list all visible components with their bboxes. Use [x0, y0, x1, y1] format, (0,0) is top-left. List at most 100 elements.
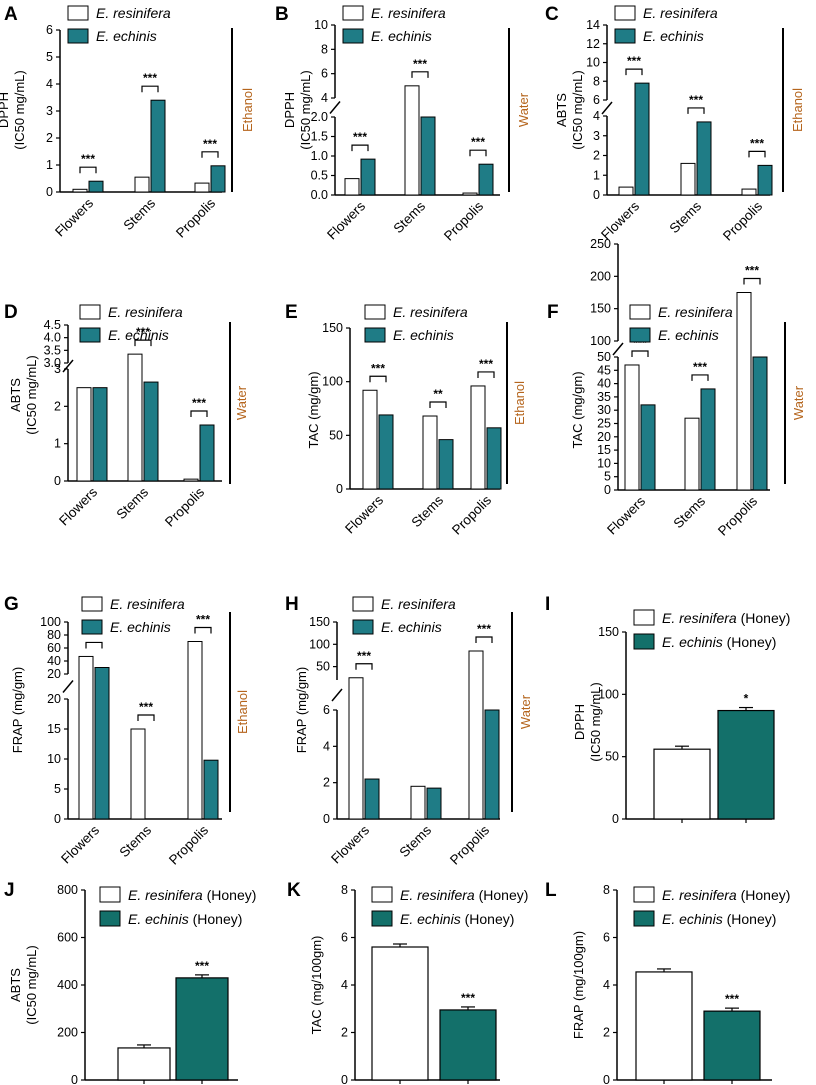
- significance-label: ***: [725, 992, 739, 1006]
- bar-echinis-propolis: [752, 356, 768, 491]
- axis-break-mark: [62, 359, 74, 373]
- legend-label: E. echinis: [643, 28, 704, 44]
- legend-label: E. resinifera: [381, 596, 456, 612]
- significance-bracket: [190, 410, 208, 417]
- bar-echinis-flowers: [88, 180, 104, 193]
- significance-bracket: [141, 85, 159, 93]
- y-tick-label: 40: [597, 377, 611, 391]
- y-axis-label: TAC (mg/gm): [570, 371, 585, 448]
- solvent-label: Ethanol: [512, 381, 527, 425]
- chart-panel-j: J 0 200 400 600 800 ABTS(IC50 mg/mL) *** E. resi…: [4, 880, 256, 1085]
- significance-bracket: [631, 350, 649, 357]
- legend-species: E. echinis: [128, 911, 189, 927]
- bar-resinifera-honey: [635, 971, 693, 1081]
- y-tick-label: 10: [47, 752, 61, 766]
- significance-label: ***: [143, 71, 157, 85]
- y-tick-label: 25: [597, 417, 611, 431]
- bar-echinis-flowers: [364, 778, 380, 820]
- legend-label: E. resinifera (Honey): [400, 887, 528, 903]
- x-category-label: Flowers: [324, 198, 368, 242]
- legend-swatch: [371, 886, 393, 903]
- legend-label: E. echinis: [110, 619, 171, 635]
- bar-resinifera-propolis: [736, 292, 752, 491]
- bar-echinis-flowers: [378, 414, 394, 490]
- legend-swatch: [364, 327, 386, 343]
- y-tick-label: 4.5: [44, 318, 61, 332]
- y-axis-label: DPPH(IC50 mg/mL): [572, 682, 603, 761]
- bar-resinifera-stems: [130, 728, 146, 820]
- bar-resinifera-stems: [134, 176, 150, 193]
- significance-bracket: [687, 107, 705, 114]
- y-tick-label: 20: [597, 430, 611, 444]
- y-axis-label-line: DPPH: [572, 704, 587, 740]
- legend-suffix: (Honey): [203, 887, 257, 903]
- y-tick-label: 100: [309, 637, 330, 651]
- y-tick-label: 0: [612, 812, 619, 826]
- y-axis-label: ABTS(IC50 mg/mL): [8, 355, 39, 434]
- bar-echinis-propolis: [203, 759, 219, 820]
- bar-echinis-honey: [439, 1009, 497, 1081]
- significance-bracket: [194, 626, 212, 634]
- panel-letter-l: L: [545, 880, 557, 901]
- y-tick-label: 6: [323, 703, 330, 717]
- y-tick-label: 1: [54, 437, 61, 451]
- bar-echinis-propolis: [484, 709, 500, 820]
- y-tick-label: 30: [597, 403, 611, 417]
- y-tick-label: 2: [323, 776, 330, 790]
- bar-echinis-honey: [703, 1010, 761, 1081]
- significance-label: ***: [139, 700, 153, 714]
- bar-resinifera-propolis: [468, 650, 484, 820]
- significance-bracket: [369, 375, 387, 383]
- y-tick-label: 100: [598, 687, 619, 701]
- significance-label: ***: [203, 137, 217, 151]
- y-tick-label: 1: [593, 168, 600, 182]
- legend-swatch: [371, 910, 393, 927]
- solvent-label: Water: [234, 385, 249, 420]
- bar-resinifera-flowers: [348, 677, 364, 820]
- legend-label: E. resinifera: [658, 304, 733, 320]
- y-tick-label: 1.5: [311, 130, 328, 144]
- bar-resinifera-honey: [371, 946, 429, 1081]
- chart-panel-h: H 0 2 4 6 50 100 150 FRAP (mg/gm) Flowers *** Stems…: [285, 594, 533, 868]
- legend-swatch: [352, 619, 374, 635]
- y-tick-label: 8: [321, 42, 328, 56]
- legend-label: E. echinis (Honey): [400, 911, 514, 927]
- legend-swatch: [633, 886, 655, 903]
- bar-echinis-flowers: [94, 667, 110, 820]
- bar-echinis-flowers: [634, 82, 650, 196]
- significance-label: ***: [371, 361, 385, 375]
- legend-swatch: [633, 910, 655, 927]
- y-axis-label: FRAP (mg/gm): [10, 667, 25, 753]
- bar-echinis-stems: [438, 439, 454, 490]
- y-tick-label: 150: [309, 615, 330, 629]
- bar-echinis-stems: [696, 121, 712, 196]
- y-tick-label: 0.5: [311, 169, 328, 183]
- significance-label: **: [433, 387, 443, 401]
- significance-label: *: [744, 692, 749, 706]
- legend-label: E. resinifera: [643, 5, 718, 21]
- significance-label: ***: [196, 613, 210, 627]
- bar-resinifera-stems: [410, 785, 426, 820]
- bar-resinifera-flowers: [78, 655, 94, 820]
- y-axis-label-line: (IC50 mg/mL): [298, 70, 313, 149]
- y-tick-label: 6: [46, 23, 53, 37]
- y-tick-label: 0: [604, 483, 611, 497]
- significance-bracket: [85, 641, 103, 649]
- y-axis-label-line: ABTS: [8, 968, 23, 1002]
- legend-label: E. resinifera: [108, 304, 183, 320]
- significance-bracket: [743, 277, 761, 285]
- y-tick-label: 4: [603, 978, 610, 992]
- axis-break-mark: [62, 680, 74, 693]
- x-category-label: Stems: [390, 198, 428, 236]
- chart-panel-i: I 0 50 100 150 DPPH(IC50 mg/mL) * E. resinifera…: [545, 594, 790, 826]
- axis-break-mark: [329, 101, 341, 114]
- solvent-label: Ethanol: [240, 88, 255, 132]
- y-axis-label-line: ABTS: [554, 93, 569, 127]
- bar-resinifera-propolis: [741, 188, 757, 196]
- x-category-label: Flowers: [328, 822, 372, 866]
- x-category-label: Propolis: [441, 198, 486, 243]
- y-tick-label: 0: [323, 812, 330, 826]
- significance-label: ***: [471, 135, 485, 149]
- y-tick-label: 2: [593, 149, 600, 163]
